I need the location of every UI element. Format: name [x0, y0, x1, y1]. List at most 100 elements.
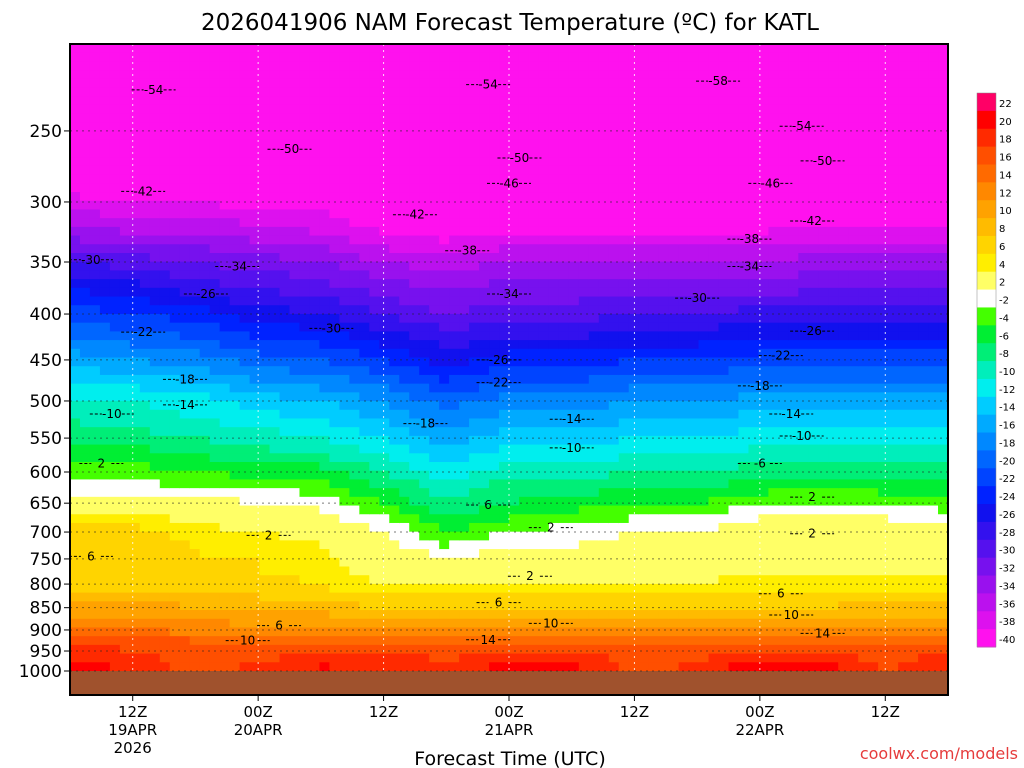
heat-cell: [149, 531, 161, 541]
heat-cell: [249, 627, 261, 637]
heat-cell: [439, 583, 450, 594]
heat-cell: [70, 662, 81, 672]
heat-cell: [509, 52, 520, 63]
heat-cell: [658, 96, 670, 106]
heat-cell: [698, 209, 710, 219]
heat-cell: [678, 340, 690, 350]
heat-cell: [698, 183, 710, 193]
heat-cell: [399, 183, 410, 193]
heat-cell: [319, 174, 331, 184]
heat-cell: [229, 444, 241, 454]
heat-cell: [139, 96, 151, 106]
heat-cell: [409, 366, 420, 376]
heat-cell: [548, 253, 560, 263]
heat-cell: [319, 435, 331, 446]
heat-cell: [578, 313, 590, 324]
heat-cell: [379, 522, 390, 533]
heat-cell: [339, 418, 350, 428]
heat-cell: [518, 383, 530, 393]
heat-cell: [638, 392, 650, 402]
heat-cell: [748, 575, 760, 585]
heat-cell: [139, 496, 151, 507]
heat-cell: [209, 139, 221, 150]
heat-cell: [349, 218, 360, 228]
heat-cell: [329, 296, 340, 306]
heat-cell: [259, 87, 271, 97]
heat-cell: [409, 218, 420, 228]
heat-cell: [439, 226, 450, 237]
heat-cell: [588, 636, 600, 646]
heat-cell: [598, 514, 610, 524]
heat-cell: [299, 444, 311, 454]
heat-cell: [728, 104, 740, 115]
heat-cell: [399, 70, 410, 80]
heat-cell: [149, 200, 161, 211]
heat-cell: [319, 514, 331, 524]
heat-cell: [469, 148, 480, 158]
heat-cell: [70, 305, 81, 315]
heat-cell: [399, 61, 410, 71]
heat-cell: [538, 444, 550, 454]
heat-cell: [518, 531, 530, 541]
heat-cell: [718, 70, 730, 80]
heat-cell: [708, 662, 720, 672]
heat-cell: [289, 331, 301, 341]
heat-cell: [588, 392, 600, 402]
heat-cell: [289, 348, 301, 359]
heat-cell: [89, 383, 101, 393]
heat-cell: [688, 644, 700, 655]
heat-cell: [359, 139, 370, 150]
heat-cell: [459, 148, 470, 158]
heat-cell: [558, 44, 570, 54]
heat-cell: [578, 627, 590, 637]
heat-cell: [70, 148, 81, 158]
heat-cell: [499, 653, 510, 663]
heat-cell: [479, 305, 490, 315]
heat-cell: [89, 540, 101, 550]
heat-cell: [588, 235, 600, 245]
heat-cell: [299, 357, 311, 367]
heat-cell: [209, 340, 221, 350]
heat-cell: [349, 44, 360, 54]
heat-cell: [459, 374, 470, 385]
heat-cell: [509, 392, 520, 402]
heat-cell: [658, 505, 670, 515]
heat-cell: [299, 296, 311, 306]
heat-cell: [189, 357, 201, 367]
heat-cell: [229, 392, 241, 402]
heat-cell: [718, 662, 730, 672]
heat-cell: [319, 192, 331, 202]
heat-cell: [199, 610, 211, 620]
heat-cell: [279, 496, 291, 507]
heat-cell: [748, 348, 760, 359]
heat-cell: [668, 244, 680, 254]
heat-cell: [219, 514, 231, 524]
heat-cell: [658, 313, 670, 324]
heat-cell: [149, 165, 161, 176]
heat-cell: [708, 505, 720, 515]
heat-cell: [109, 444, 121, 454]
heat-cell: [189, 366, 201, 376]
heat-cell: [748, 444, 760, 454]
heat-cell: [479, 261, 490, 272]
heat-cell: [558, 592, 570, 602]
heat-cell: [738, 583, 750, 594]
heat-cell: [708, 601, 720, 611]
heat-cell: [518, 157, 530, 167]
heat-cell: [169, 261, 181, 272]
heat-cell: [568, 70, 580, 80]
heat-cell: [349, 52, 360, 63]
heat-cell: [658, 409, 670, 420]
heat-cell: [79, 453, 91, 463]
heat-cell: [199, 192, 211, 202]
heat-cell: [528, 479, 540, 489]
heat-cell: [349, 261, 360, 272]
heat-cell: [199, 575, 211, 585]
heat-cell: [538, 44, 550, 54]
heat-cell: [279, 157, 291, 167]
heat-cell: [509, 514, 520, 524]
heat-cell: [139, 592, 151, 602]
heat-cell: [568, 514, 580, 524]
heat-cell: [439, 488, 450, 498]
heat-cell: [259, 575, 271, 585]
